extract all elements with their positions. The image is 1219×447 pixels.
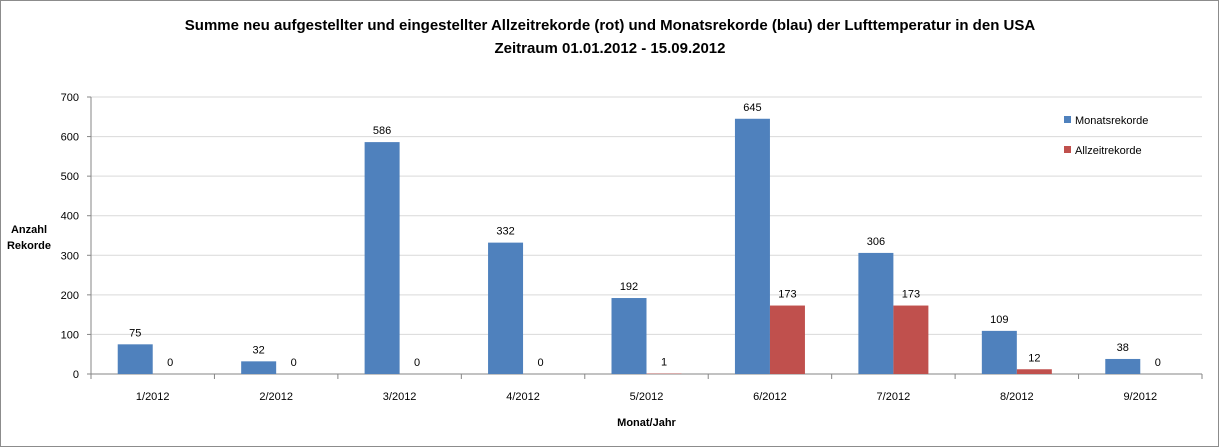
y-tick-label: 500 <box>61 171 79 183</box>
data-label: 306 <box>867 236 885 248</box>
data-label: 192 <box>620 281 638 293</box>
y-tick-label: 0 <box>73 369 79 381</box>
bar-monatsrekorde-3 <box>364 142 400 374</box>
chart-title: Summe neu aufgestellter und eingestellte… <box>185 17 1036 57</box>
bar-allzeitrekorde-7 <box>893 305 929 374</box>
bar-monatsrekorde-1 <box>117 344 153 374</box>
bar-monatsrekorde-7 <box>858 252 894 374</box>
y-tick-label: 600 <box>61 132 79 144</box>
legend-label-allzeitrekorde: Allzeitrekorde <box>1075 145 1142 157</box>
x-tick-label: 9/2012 <box>1123 391 1157 403</box>
y-tick-label: 100 <box>61 329 79 341</box>
data-label: 332 <box>496 226 514 238</box>
x-tick-label: 4/2012 <box>506 391 540 403</box>
data-label: 645 <box>743 102 761 114</box>
data-label: 38 <box>1117 342 1129 354</box>
bar-monatsrekorde-9 <box>1105 358 1141 374</box>
bar-monatsrekorde-5 <box>611 298 647 374</box>
data-label: 1 <box>661 357 667 369</box>
y-tick-label: 400 <box>61 211 79 223</box>
bar-allzeitrekorde-6 <box>769 305 805 374</box>
x-tick-label: 3/2012 <box>383 391 417 403</box>
y-tick-label: 700 <box>61 92 79 104</box>
bars <box>117 118 1141 374</box>
y-tick-labels: 0 100 200 300 400 500 600 700 <box>61 92 79 381</box>
bar-monatsrekorde-6 <box>734 118 770 374</box>
x-tick-label: 1/2012 <box>136 391 170 403</box>
x-tick-label: 8/2012 <box>1000 391 1034 403</box>
bar-monatsrekorde-8 <box>981 330 1017 374</box>
y-axis-title-line-1: Anzahl <box>11 224 47 236</box>
x-axis-title: Monat/Jahr <box>617 417 676 429</box>
data-label: 109 <box>990 314 1008 326</box>
data-label: 173 <box>778 289 796 301</box>
data-label: 0 <box>1155 357 1161 369</box>
y-axis-title-line-2: Rekorde <box>7 240 51 252</box>
y-axis-title: Anzahl Rekorde <box>7 224 51 252</box>
data-labels: 75 0 32 0 586 0 332 0 192 1 645 173 306 173 109 12 38 0 <box>129 102 1161 369</box>
data-label: 32 <box>253 344 265 356</box>
y-tick-label: 200 <box>61 290 79 302</box>
x-tick-label: 7/2012 <box>877 391 911 403</box>
data-label: 0 <box>414 357 420 369</box>
legend: Monatsrekorde Allzeitrekorde <box>1064 115 1148 157</box>
chart-title-line-2: Zeitraum 01.01.2012 - 15.09.2012 <box>495 40 726 57</box>
legend-label-monatsrekorde: Monatsrekorde <box>1075 115 1148 127</box>
y-tick-label: 300 <box>61 250 79 262</box>
data-label: 0 <box>537 357 543 369</box>
data-label: 173 <box>902 289 920 301</box>
chart-title-line-1: Summe neu aufgestellter und eingestellte… <box>185 17 1036 34</box>
legend-swatch-allzeitrekorde <box>1064 146 1071 153</box>
data-label: 0 <box>291 357 297 369</box>
x-tick-label: 6/2012 <box>753 391 787 403</box>
bar-allzeitrekorde-8 <box>1016 369 1052 374</box>
gridlines <box>91 96 1202 335</box>
bar-monatsrekorde-4 <box>488 242 524 374</box>
data-label: 586 <box>373 125 391 137</box>
x-tick-label: 5/2012 <box>630 391 664 403</box>
data-label: 0 <box>167 357 173 369</box>
x-tick-label: 2/2012 <box>259 391 293 403</box>
bar-monatsrekorde-2 <box>241 361 277 374</box>
legend-swatch-monatsrekorde <box>1064 116 1071 123</box>
data-label: 12 <box>1028 352 1040 364</box>
x-tick-labels: 1/2012 2/2012 3/2012 4/2012 5/2012 6/2012 7/20… <box>136 391 1157 403</box>
data-label: 75 <box>129 327 141 339</box>
